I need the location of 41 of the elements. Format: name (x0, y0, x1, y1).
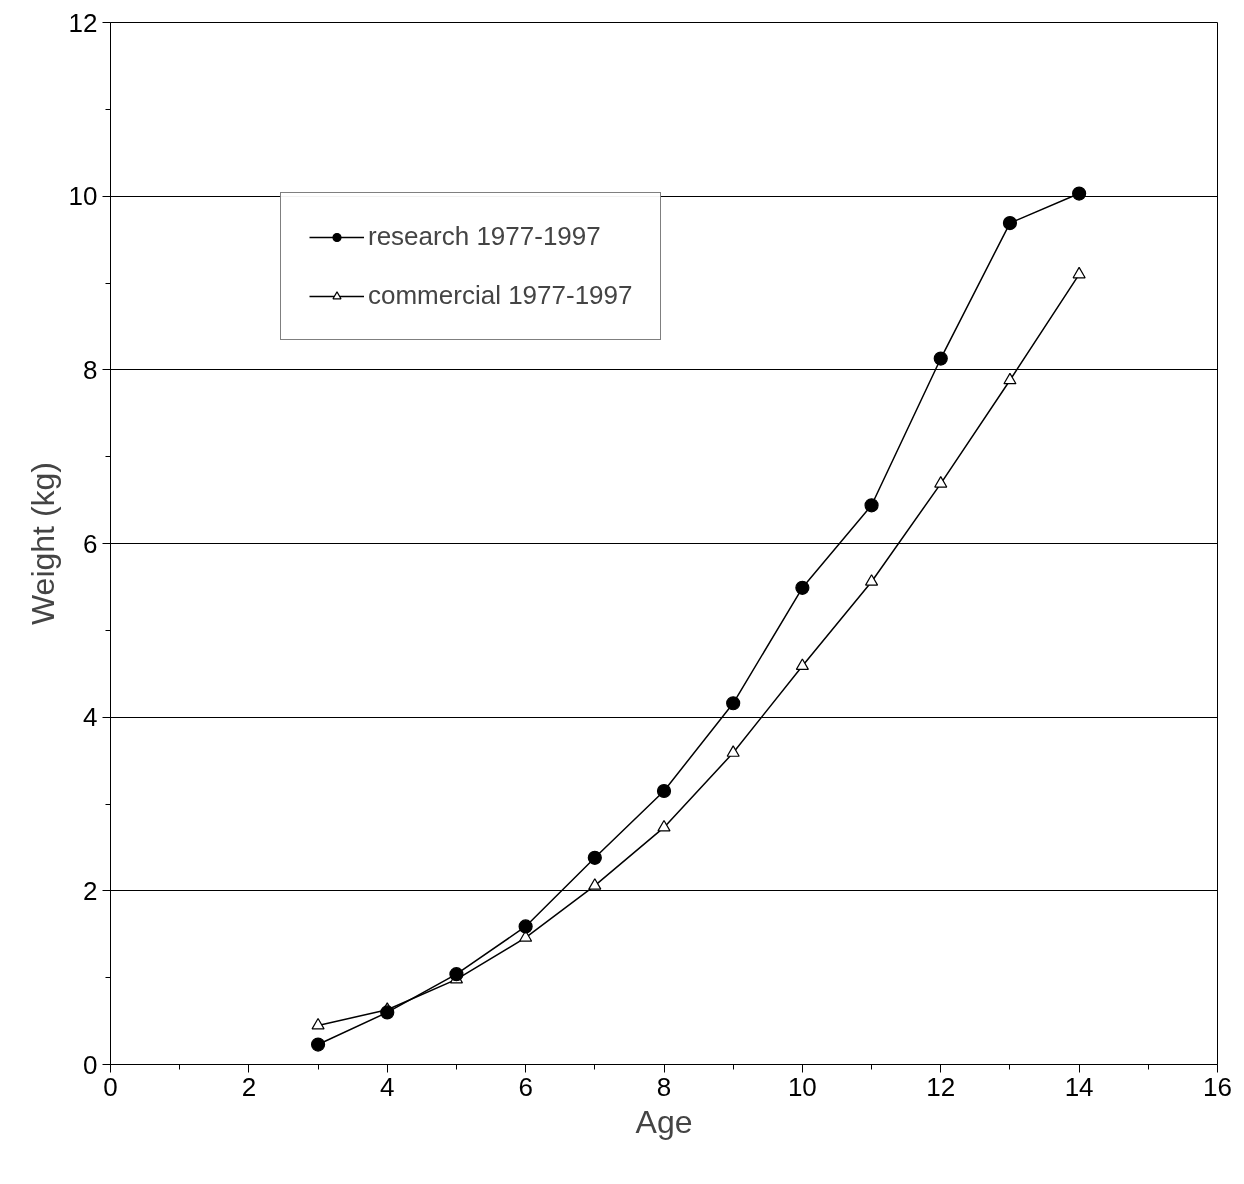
point (726, 696, 741, 711)
point (449, 967, 464, 982)
y-tick-label: 8 (83, 354, 98, 385)
point (726, 745, 740, 757)
x-tick-label: 12 (926, 1071, 956, 1102)
y-tick-label: 2 (83, 875, 98, 906)
x-tick-label: 10 (787, 1071, 817, 1102)
y-tick-label: 4 (83, 702, 98, 733)
x-tick-label: 14 (1064, 1071, 1094, 1102)
x-tick-label: 4 (380, 1071, 395, 1102)
x-tick-label: 16 (1203, 1071, 1232, 1102)
point (587, 850, 602, 865)
y-tick-label: 10 (68, 181, 98, 212)
x-tick-label: 8 (656, 1071, 672, 1102)
point (1002, 216, 1018, 231)
point (657, 819, 671, 832)
legend-label: commercial 1977-1997 (368, 280, 633, 311)
point (518, 919, 533, 934)
y-axis-title: Weight (kg) (24, 461, 61, 626)
x-axis-title: Age (635, 1103, 693, 1140)
y-tick-label: 0 (83, 1049, 98, 1080)
x-tick-label: 2 (241, 1071, 257, 1102)
point (934, 476, 948, 488)
point (656, 783, 672, 799)
point (311, 1017, 325, 1030)
y-tick-label: 6 (83, 528, 98, 559)
point (1072, 266, 1086, 279)
point (588, 878, 602, 890)
point (1072, 186, 1087, 201)
x-tick-label: 6 (518, 1071, 533, 1102)
point (795, 658, 809, 670)
legend-label: research 1977-1997 (368, 221, 601, 252)
point (310, 1037, 326, 1052)
point (795, 580, 810, 595)
point (864, 498, 879, 513)
y-tick-label: 12 (68, 7, 98, 38)
point (380, 1005, 395, 1020)
point (933, 351, 948, 366)
point (864, 574, 879, 586)
x-tick-label: 0 (103, 1071, 118, 1102)
point (1003, 372, 1017, 385)
